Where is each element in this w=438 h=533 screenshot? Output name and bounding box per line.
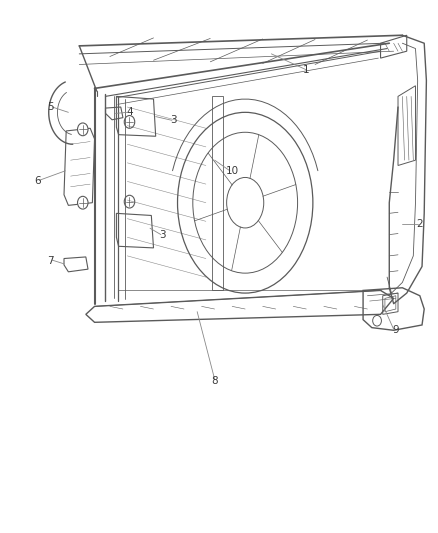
Text: 1: 1 [303,65,310,75]
Text: 4: 4 [126,107,133,117]
Circle shape [373,316,381,326]
Circle shape [124,195,135,208]
Text: 5: 5 [48,102,54,112]
Text: 3: 3 [159,230,166,240]
Circle shape [78,123,88,136]
Text: 8: 8 [211,376,218,386]
Circle shape [78,196,88,209]
Text: 10: 10 [226,166,239,176]
Text: 6: 6 [35,176,41,187]
Text: 2: 2 [417,219,423,229]
Text: 3: 3 [170,115,177,125]
Text: 9: 9 [392,325,399,335]
Text: 7: 7 [48,256,54,266]
Circle shape [124,116,135,128]
